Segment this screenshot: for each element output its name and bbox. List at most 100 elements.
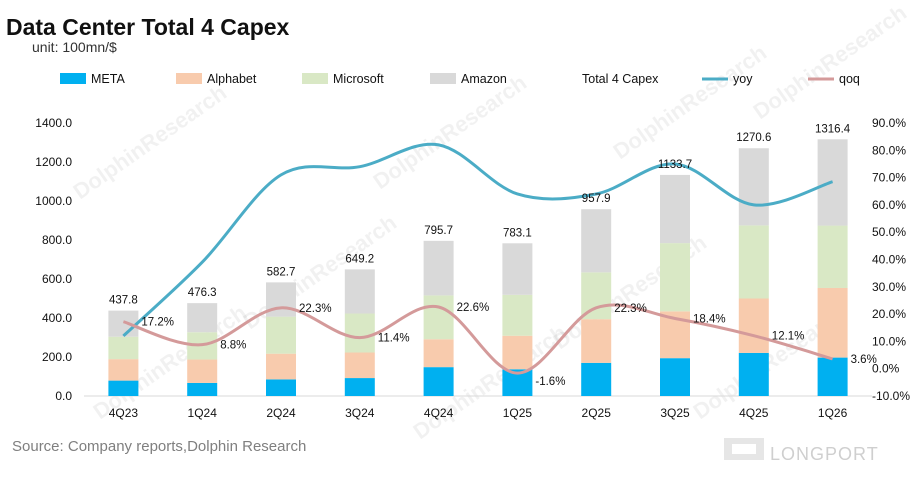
legend: META Alphabet Microsoft Amazon Total 4 Capex… [60,72,860,86]
bar-amazon-2q24 [266,282,296,317]
qoq-label: 3.6% [851,354,877,366]
bar-meta-3q24 [344,378,375,396]
bar-meta-4q23 [108,380,139,396]
y-right-tick: 30.0% [872,280,906,294]
bar-alphabet-1q24 [187,359,218,383]
y-right-tick: 40.0% [872,253,906,267]
legend-swatch-amazon [430,73,456,84]
yoy-line [122,142,834,338]
y-left-tick: 1000.0 [35,194,72,208]
bar-amazon-3q25 [660,174,690,244]
y-left-tick: 1200.0 [35,155,72,169]
bar-microsoft-4q23 [108,336,139,360]
qoq-label: 22.6% [457,302,490,314]
total-label: 437.8 [109,295,138,307]
total-label: 1133.7 [658,159,692,171]
bar-microsoft-4q25 [738,225,769,299]
watermark-text: DolphinResearch [239,210,402,334]
y-left-tick: 400.0 [42,311,72,325]
bar-amazon-1q25 [502,243,533,295]
y-left-tick: 1400.0 [35,116,72,130]
watermark-text: DolphinResearch [749,0,912,124]
bar-alphabet-1q25 [502,335,533,370]
total-label: 957.9 [582,193,611,205]
x-tick-label: 1Q26 [818,406,848,420]
bars [108,139,848,396]
legend-label: Amazon [461,72,507,86]
legend-swatch-alphabet [176,73,202,84]
bar-meta-2q24 [266,379,296,396]
legend-label: Alphabet [207,72,257,86]
watermark-text: DolphinResearch [369,70,532,194]
y-right-tick: 90.0% [872,116,906,130]
chart-title: Data Center Total 4 Capex [6,14,290,40]
qoq-label: 18.4% [693,313,726,325]
qoq-label: 17.2% [141,317,174,329]
bar-meta-3q25 [660,358,690,396]
bar-alphabet-1q26 [817,287,848,358]
unit-label: unit: 100mn/$ [32,39,117,55]
qoq-label: -1.6% [535,376,565,388]
y-right-tick: 50.0% [872,225,906,239]
x-tick-label: 4Q24 [424,406,454,420]
axes: 0.0 200.0 400.0 600.0 800.0 1000.0 1200.0 1400.… [35,116,910,420]
bar-alphabet-4q25 [738,298,769,353]
x-tick-label: 1Q24 [188,406,218,420]
y-left-tick: 0.0 [55,389,72,403]
qoq-label: 8.8% [220,340,246,352]
bar-microsoft-2q24 [266,316,296,354]
bar-microsoft-4q24 [423,295,454,340]
bar-alphabet-2q24 [266,353,296,380]
x-tick-label: 4Q25 [739,406,769,420]
y-right-tick: 60.0% [872,198,906,212]
total-label: 1316.4 [815,123,851,135]
legend-swatch-microsoft [302,73,328,84]
watermark-text: DolphinResearch [69,80,232,204]
total-label: 1270.6 [736,132,771,144]
x-tick-label: 3Q24 [345,406,375,420]
bar-microsoft-2q25 [581,272,612,320]
watermark-text: DolphinResearch [609,40,772,164]
bar-amazon-4q23 [108,310,139,337]
y-left-tick: 600.0 [42,272,72,286]
bar-meta-4q24 [423,367,454,396]
bar-amazon-4q25 [738,148,769,226]
legend-label: Total 4 Capex [582,72,659,86]
longport-logo-icon [724,438,764,460]
bar-alphabet-2q25 [581,319,612,363]
brand-watermark: LONGPORT [770,444,879,464]
y-right-tick: 20.0% [872,307,906,321]
qoq-label: 11.4% [378,333,410,345]
bar-amazon-1q24 [187,303,218,333]
x-tick-label: 2Q25 [582,406,612,420]
qoq-label: 12.1% [772,331,805,343]
data-labels: 437.8 476.3 582.7 649.2 795.7 783.1 957.9 1133.… [109,123,877,388]
y-right-tick: -10.0% [872,389,910,403]
bar-microsoft-3q24 [344,313,375,353]
total-label: 649.2 [345,253,374,265]
bar-amazon-2q25 [581,209,612,273]
bar-microsoft-3q25 [660,243,690,312]
bar-alphabet-3q24 [344,352,375,379]
x-tick-label: 2Q24 [266,406,296,420]
lines [122,142,834,375]
y-right-tick: 70.0% [872,171,906,185]
legend-label: yoy [733,72,753,86]
qoq-label: 22.3% [614,303,647,315]
bar-microsoft-1q25 [502,294,533,336]
bar-alphabet-4q24 [423,339,454,368]
legend-label: Microsoft [333,72,384,86]
bar-meta-2q25 [581,362,612,396]
x-tick-label: 4Q23 [109,406,139,420]
legend-label: qoq [839,72,860,86]
y-left-tick: 200.0 [42,350,72,364]
qoq-line [122,303,834,375]
qoq-label: 22.3% [299,303,332,315]
total-label: 783.1 [503,227,532,239]
total-label: 476.3 [188,287,217,299]
total-label: 795.7 [424,225,453,237]
legend-label: META [91,72,125,86]
legend-swatch-meta [60,73,86,84]
y-right-tick: 10.0% [872,334,906,348]
